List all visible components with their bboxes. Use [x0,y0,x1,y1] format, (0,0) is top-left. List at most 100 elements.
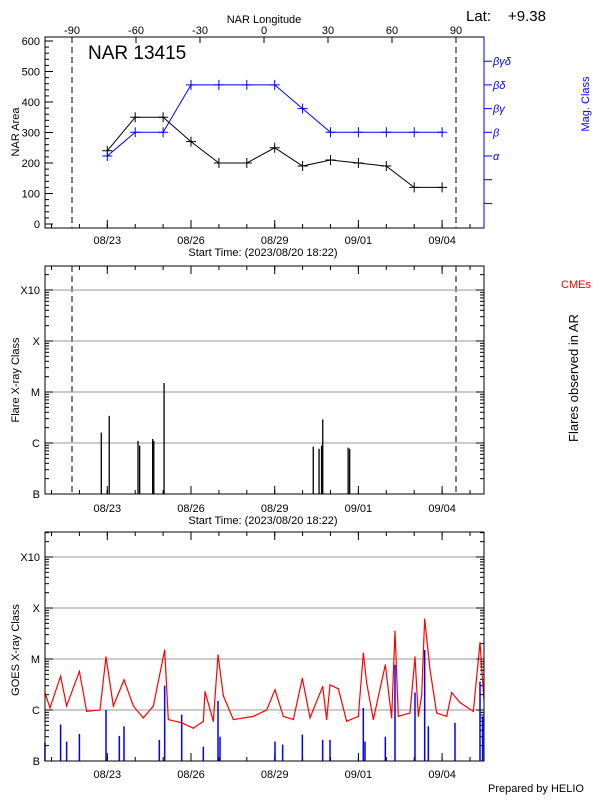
nar-area-point [213,158,224,168]
footer-credit: Prepared by HELIO [488,783,584,795]
goes-long-point [459,701,461,704]
x-tick-label: 08/29 [261,769,289,781]
y-tick-label: X [33,336,41,348]
goes-long-point [222,695,224,697]
goes-long-point [322,685,324,688]
mag-class-tick-label: α [493,151,500,163]
x-tick-label: 08/29 [261,503,289,515]
mag-class-point [102,151,113,161]
longitude-tick-label: 90 [450,25,462,37]
longitude-tick-label: 0 [261,25,267,37]
y-axis-label-1: NAR Area [10,107,22,157]
goes-long-line [44,618,485,729]
x-tick-label: 08/29 [261,235,289,247]
panel-2-frame [44,265,485,495]
goes-long-point [479,641,481,644]
goes-long-point [394,630,396,632]
x-tick-label: 09/04 [428,769,456,781]
goes-long-point [429,668,431,671]
goes-long-point [266,709,268,711]
goes-long-point [414,656,416,658]
chart-title: NAR 13415 [88,43,186,64]
goes-long-point [409,712,411,714]
goes-long-point [326,718,328,721]
x-axis-label-1: Start Time: (2023/08/20 18:22) [188,247,337,259]
goes-long-point [152,705,154,707]
mag-class-point [186,79,196,90]
goes-long-point [202,720,204,722]
goes-long-point [417,715,419,717]
cme-legend: CMEs [561,279,591,291]
mag-class-tick-label: β [492,127,500,139]
panel-3-frame [44,531,485,762]
mag-class-tick-label: βγδ [492,56,512,68]
mag-class-point [325,127,336,138]
goes-long-point [142,717,144,719]
y-tick-label: X10 [20,552,40,564]
goes-long-point [132,705,134,707]
y-tick-label: 400 [22,97,40,109]
goes-long-point [274,689,276,691]
nar-area-point [158,112,169,123]
longitude-tick-label: 60 [386,25,398,37]
goes-long-point [472,710,474,712]
longitude-tick-label: -90 [64,25,80,37]
goes-long-point [105,656,107,658]
goes-long-point [309,717,311,719]
goes-long-point [78,670,80,673]
mag-class-tick-label: βγ [492,104,506,116]
goes-long-point [329,684,331,686]
x-tick-label: 09/04 [428,235,456,247]
top-axis-label: NAR Longitude [227,14,302,26]
y-tick-label: B [33,489,40,501]
x-tick-label: 08/23 [94,769,122,781]
y-tick-label: M [31,654,40,666]
x-tick-label: 09/01 [345,769,373,781]
mag-class-point [437,127,448,138]
x-tick-label: 08/26 [177,503,205,515]
goes-long-point [232,718,234,721]
goes-long-point [112,705,114,707]
nar-area-point [186,136,196,147]
goes-long-point [192,727,194,729]
nar-area-point [297,161,308,172]
mag-class-point [213,79,224,90]
lat-value: +9.38 [508,8,546,25]
y-tick-label: 500 [22,67,40,79]
nar-area-point [381,161,392,172]
goes-long-point [66,705,68,707]
nar-area-point [269,142,280,153]
y2-axis-label-1: Mag. Class [580,76,592,132]
longitude-tick-label: 30 [322,25,334,37]
y-tick-label: 600 [22,36,40,48]
y-tick-label: C [32,438,40,450]
y-tick-label: 300 [22,128,40,140]
mag-class-point [353,127,364,138]
goes-long-point [384,664,386,666]
nar-area-point [241,158,252,168]
mag-class-point [269,79,280,90]
nar-area-point [130,112,141,123]
goes-long-point [204,690,206,693]
longitude-tick-label: -30 [192,25,208,37]
goes-long-point [212,720,214,722]
longitude-tick-label: -60 [128,25,144,37]
mag-class-tick-label: βδ [492,80,506,92]
goes-long-point [252,715,254,717]
goes-long-point [362,652,364,654]
x-tick-label: 08/23 [94,503,122,515]
nar-area-point [437,182,448,193]
x-tick-label: 09/04 [428,503,456,515]
goes-long-point [451,691,453,694]
y-tick-label: X10 [20,285,40,297]
goes-long-point [123,679,125,681]
goes-long-point [60,675,62,677]
goes-long-point [346,720,348,722]
mag-class-point [381,127,392,138]
x-axis-label-2: Start Time: (2023/08/20 18:22) [188,515,337,527]
mag-class-point [241,79,252,90]
y-tick-label: 100 [22,189,40,201]
